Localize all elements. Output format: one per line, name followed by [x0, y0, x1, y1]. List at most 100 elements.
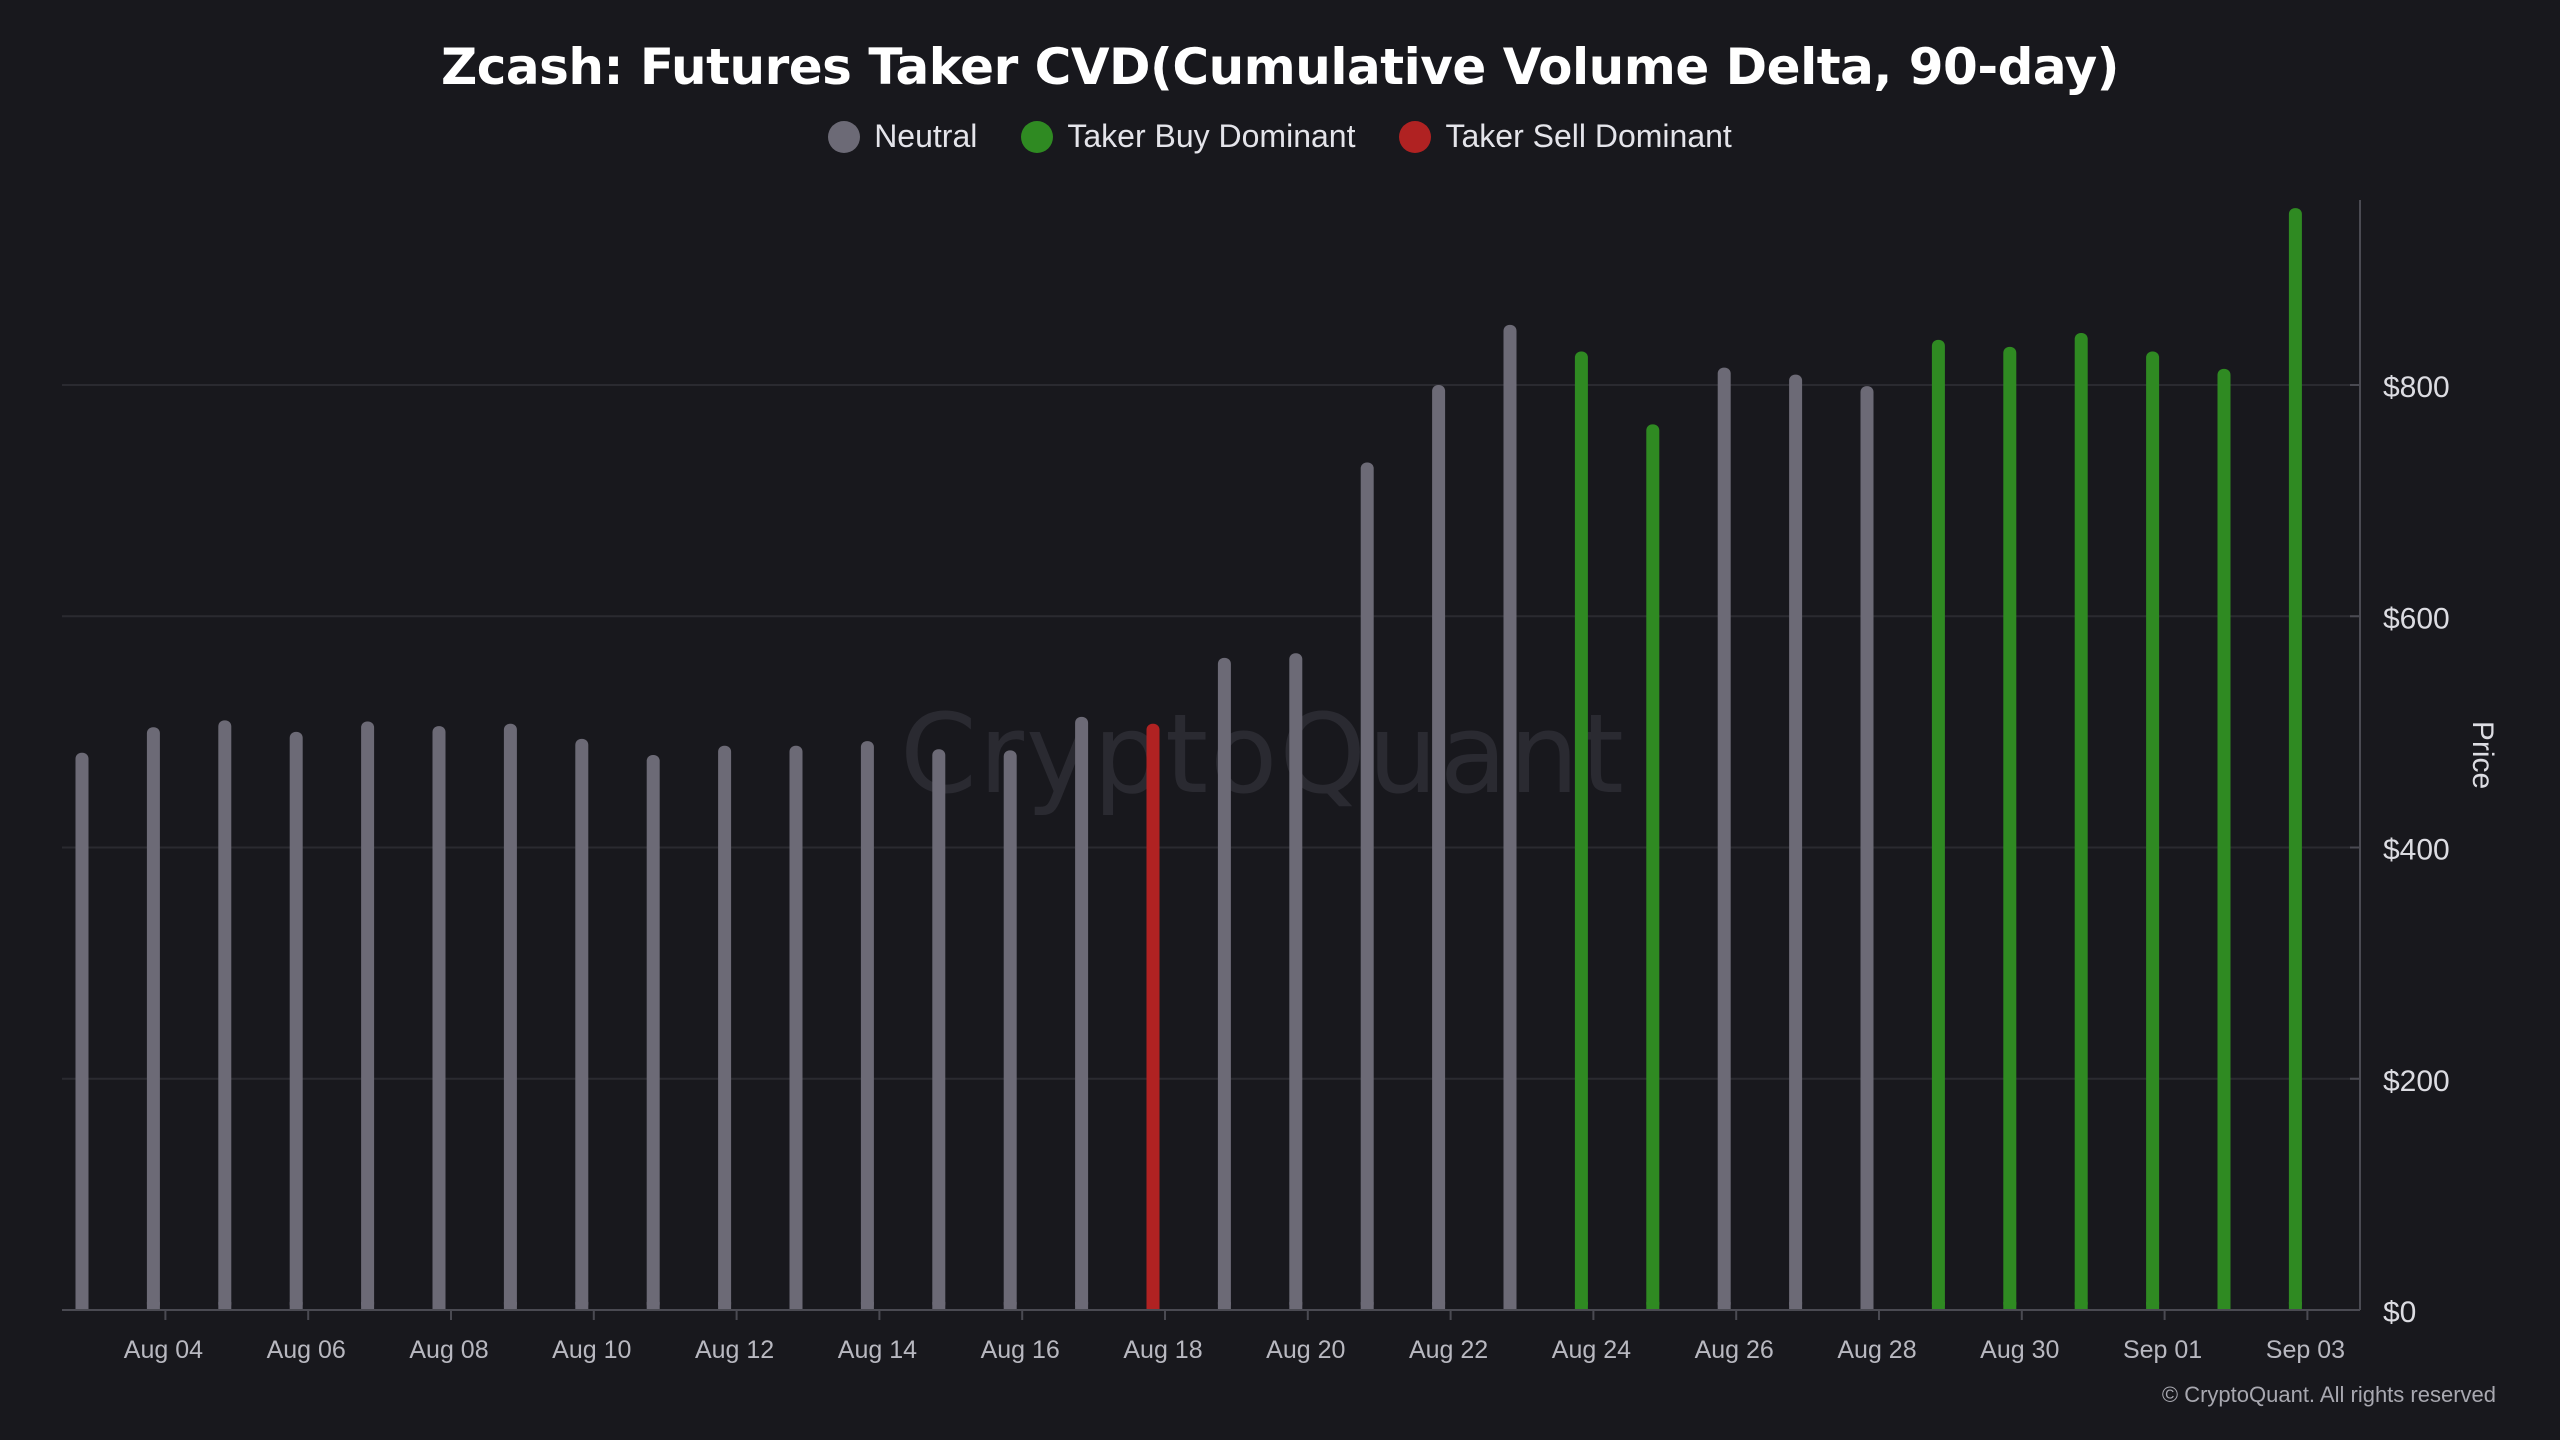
- bar-16: [1217, 657, 1231, 1310]
- bar-base-15: [1146, 1302, 1160, 1310]
- bar-base-6: [503, 1302, 517, 1310]
- bar-29: [2146, 351, 2160, 1310]
- bar-18: [1360, 462, 1374, 1310]
- bar-26: [1931, 339, 1945, 1310]
- bar-base-26: [1931, 1302, 1945, 1310]
- x-tick-label-12: Aug 28: [1837, 1336, 1916, 1364]
- bar-12: [932, 749, 946, 1310]
- bar-20: [1503, 324, 1517, 1310]
- legend-label-buy: Taker Buy Dominant: [1067, 118, 1356, 154]
- x-tick-label-4: Aug 12: [695, 1336, 774, 1364]
- x-tick-label-8: Aug 20: [1266, 1336, 1345, 1364]
- bar-10: [789, 745, 803, 1310]
- legend-dot-neutral: [828, 120, 861, 153]
- bar-2: [218, 720, 232, 1310]
- bar-base-31: [2288, 1302, 2302, 1310]
- legend-label-neutral: Neutral: [874, 118, 978, 154]
- bar-base-9: [718, 1302, 732, 1310]
- copyright-notice: © CryptoQuant. All rights reserved: [2161, 1382, 2496, 1407]
- x-tick-label-2: Aug 08: [409, 1336, 488, 1364]
- bar-31: [2288, 208, 2302, 1310]
- bar-30: [2217, 368, 2231, 1310]
- x-tick-label-6: Aug 16: [981, 1336, 1060, 1364]
- bar-base-28: [2074, 1302, 2088, 1310]
- bar-15: [1146, 723, 1160, 1310]
- bar-base-22: [1646, 1302, 1660, 1310]
- bar-28: [2074, 332, 2088, 1310]
- bar-3: [289, 731, 303, 1310]
- x-tick-label-15: Sep 03: [2266, 1336, 2345, 1364]
- bar-base-20: [1503, 1302, 1517, 1310]
- bar-24: [1789, 374, 1803, 1310]
- x-tick-label-0: Aug 04: [124, 1336, 203, 1364]
- bar-base-17: [1289, 1302, 1303, 1310]
- bar-23: [1717, 367, 1731, 1310]
- x-tick-label-9: Aug 22: [1409, 1336, 1488, 1364]
- bar-14: [1075, 716, 1089, 1310]
- bar-base-16: [1217, 1302, 1231, 1310]
- bar-base-2: [218, 1302, 232, 1310]
- bar-base-25: [1860, 1302, 1874, 1310]
- legend-label-sell: Taker Sell Dominant: [1445, 118, 1732, 154]
- bar-base-30: [2217, 1302, 2231, 1310]
- bar-8: [646, 755, 660, 1310]
- y-tick-label-1: $200: [2383, 1065, 2450, 1098]
- bar-9: [718, 745, 732, 1310]
- bar-25: [1860, 386, 1874, 1310]
- chart-title: Zcash: Futures Taker CVD(Cumulative Volu…: [440, 38, 2120, 96]
- legend-item-neutral[interactable]: Neutral: [828, 118, 977, 155]
- bar-base-23: [1717, 1302, 1731, 1310]
- bar-base-3: [289, 1302, 303, 1310]
- y-axis-label: Price: [2466, 721, 2499, 789]
- bar-base-24: [1789, 1302, 1803, 1310]
- x-tick-label-5: Aug 14: [838, 1336, 917, 1364]
- bar-base-0: [75, 1302, 89, 1310]
- x-tick-label-14: Sep 01: [2123, 1336, 2202, 1364]
- bar-22: [1646, 424, 1660, 1310]
- bar-5: [432, 726, 446, 1310]
- bar-base-21: [1574, 1302, 1588, 1310]
- bar-19: [1432, 385, 1446, 1310]
- y-tick-label-0: $0: [2383, 1296, 2416, 1329]
- x-tick-label-7: Aug 18: [1123, 1336, 1202, 1364]
- x-tick-label-10: Aug 24: [1552, 1336, 1631, 1364]
- bar-6: [503, 723, 517, 1310]
- bar-11: [860, 741, 874, 1310]
- bar-base-27: [2003, 1302, 2017, 1310]
- bar-base-14: [1075, 1302, 1089, 1310]
- legend-item-sell[interactable]: Taker Sell Dominant: [1399, 118, 1732, 155]
- bar-base-11: [860, 1302, 874, 1310]
- bar-base-7: [575, 1302, 589, 1310]
- legend-item-buy[interactable]: Taker Buy Dominant: [1021, 118, 1355, 155]
- x-tick-label-11: Aug 26: [1695, 1336, 1774, 1364]
- bar-base-12: [932, 1302, 946, 1310]
- bar-13: [1003, 750, 1017, 1310]
- bar-base-1: [146, 1302, 160, 1310]
- bar-base-10: [789, 1302, 803, 1310]
- bar-27: [2003, 346, 2017, 1310]
- x-tick-label-13: Aug 30: [1980, 1336, 2059, 1364]
- y-tick-label-3: $600: [2383, 602, 2450, 635]
- y-tick-label-4: $800: [2383, 371, 2450, 404]
- bar-7: [575, 738, 589, 1310]
- bar-1: [146, 727, 160, 1310]
- bar-base-13: [1003, 1302, 1017, 1310]
- bar-base-5: [432, 1302, 446, 1310]
- bar-4: [361, 721, 375, 1310]
- y-tick-label-2: $400: [2383, 834, 2450, 867]
- x-tick-label-1: Aug 06: [267, 1336, 346, 1364]
- legend-dot-buy: [1021, 120, 1054, 153]
- bar-base-4: [361, 1302, 375, 1310]
- bar-base-29: [2146, 1302, 2160, 1310]
- legend-dot-sell: [1399, 120, 1432, 153]
- chart-legend: Neutral Taker Buy Dominant Taker Sell Do…: [0, 118, 2560, 155]
- x-tick-label-3: Aug 10: [552, 1336, 631, 1364]
- bar-0: [75, 752, 89, 1310]
- bar-17: [1289, 653, 1303, 1310]
- bar-21: [1574, 351, 1588, 1310]
- bar-base-18: [1360, 1302, 1374, 1310]
- watermark: CryptoQuant: [900, 690, 1626, 818]
- bar-base-8: [646, 1302, 660, 1310]
- bar-base-19: [1432, 1302, 1446, 1310]
